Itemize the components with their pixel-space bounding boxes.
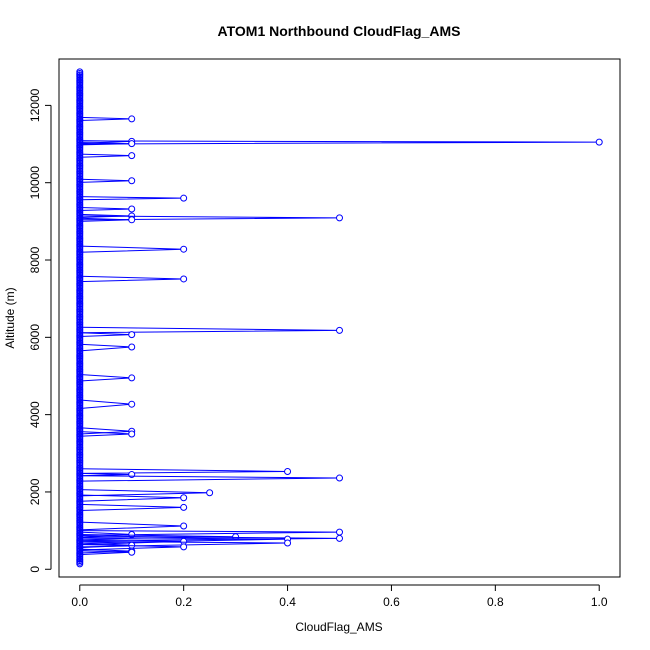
series-segment (79, 116, 132, 121)
excursion (79, 177, 136, 185)
data-point (336, 214, 343, 222)
excursion (79, 548, 136, 556)
x-tick-label: 0.8 (487, 595, 504, 609)
series-segment (79, 140, 600, 145)
series-segment (79, 530, 340, 536)
chart-title: ATOM1 Northbound CloudFlag_AMS (218, 23, 461, 39)
excursion (79, 467, 292, 475)
series-segment (79, 153, 132, 158)
series-segment (79, 521, 184, 531)
excursion (79, 216, 136, 224)
x-tick-label: 0.2 (175, 595, 192, 609)
excursion (79, 373, 136, 382)
data-point (128, 430, 136, 438)
y-axis: 0 2000 4000 6000 8000 10000 12000 (28, 88, 52, 573)
x-axis-label: CloudFlag_AMS (295, 620, 382, 634)
y-tick-label: 2000 (28, 478, 42, 505)
series-segment (79, 468, 288, 474)
excursion (79, 489, 214, 497)
excursion (79, 503, 188, 512)
data-point (595, 138, 603, 146)
excursion (79, 471, 136, 479)
y-tick-label: 8000 (28, 246, 42, 273)
x-tick-label: 0.0 (71, 595, 88, 609)
excursion (79, 245, 188, 253)
data-point (206, 489, 214, 497)
x-axis: 0.0 0.2 0.4 0.6 0.8 1.0 (71, 584, 608, 609)
data-point (128, 140, 136, 148)
data-point (128, 115, 136, 123)
data-point (180, 275, 188, 283)
data-point (180, 245, 188, 253)
series-segment (79, 494, 184, 502)
series-segment (79, 275, 184, 283)
data-point (336, 534, 343, 542)
y-tick-label: 4000 (28, 401, 42, 428)
excursion (79, 399, 136, 409)
excursion (79, 214, 343, 222)
data-point (76, 68, 84, 76)
data-point (180, 194, 188, 202)
data-point (180, 543, 188, 551)
data-point (128, 216, 136, 224)
series-segment (79, 196, 184, 201)
data-point (128, 177, 136, 185)
data-point (128, 548, 136, 556)
data-point (284, 467, 292, 475)
data-point (180, 494, 188, 502)
series-segment (79, 332, 132, 338)
data-point (284, 539, 292, 547)
x-tick-label: 1.0 (591, 595, 608, 609)
plot-frame (58, 58, 621, 578)
excursion (79, 331, 136, 339)
excursion (79, 205, 136, 213)
plot-area (76, 68, 603, 568)
data-point (128, 331, 136, 339)
series-segment (79, 475, 340, 482)
series-segment (79, 503, 184, 512)
y-tick-label: 0 (28, 566, 42, 573)
data-point (128, 374, 136, 382)
data-point (336, 474, 343, 482)
excursion (79, 534, 343, 542)
excursion (79, 539, 292, 548)
series-segment (79, 399, 132, 409)
x-tick-label: 0.4 (279, 595, 296, 609)
series-segment (79, 245, 184, 253)
excursion (79, 275, 188, 283)
y-axis-label: Altitude (m) (3, 287, 17, 348)
excursion (79, 115, 136, 123)
data-point (128, 400, 136, 408)
series-segment (79, 326, 340, 334)
x-tick-label: 0.6 (383, 595, 400, 609)
data-point (128, 343, 136, 351)
data-point (336, 528, 343, 536)
excursion (79, 140, 136, 148)
excursion (79, 474, 343, 482)
excursion (79, 543, 188, 551)
data-point (180, 522, 188, 530)
series-segment (79, 206, 132, 212)
excursion (79, 521, 188, 531)
excursion (79, 494, 188, 502)
excursion (79, 326, 343, 334)
excursion (79, 194, 188, 202)
data-point (336, 326, 343, 334)
excursion (79, 138, 603, 146)
excursion (79, 430, 136, 438)
excursion (79, 343, 136, 352)
data-point (180, 503, 188, 511)
series-segment (79, 489, 210, 497)
series-segment (79, 343, 132, 352)
zero-value-points (76, 68, 84, 568)
y-tick-label: 12000 (28, 88, 42, 122)
series-segment (79, 178, 132, 183)
y-tick-label: 6000 (28, 324, 42, 351)
series-segment (79, 373, 132, 382)
data-point (128, 205, 136, 213)
excursion (79, 152, 136, 160)
y-tick-label: 10000 (28, 166, 42, 200)
data-point (128, 152, 136, 160)
